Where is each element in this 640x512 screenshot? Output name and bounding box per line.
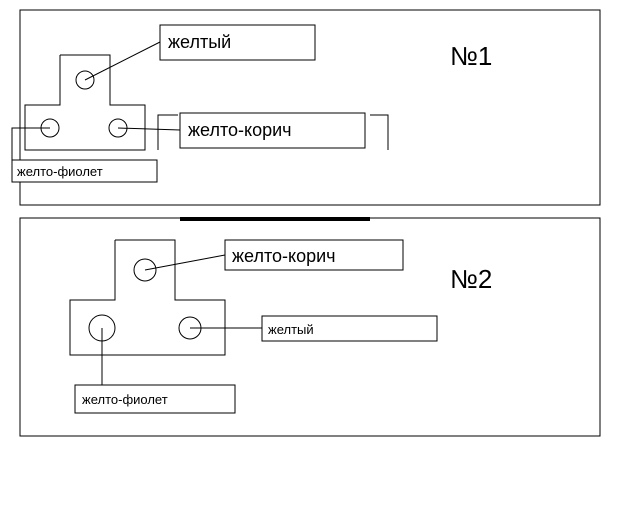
lead-line xyxy=(145,255,225,270)
bracket xyxy=(370,115,388,150)
panel-title: №2 xyxy=(450,264,492,294)
diagram-canvas: №1 желтый желто-корич желто-фиолет №2 желто-к… xyxy=(0,0,640,512)
lead-line xyxy=(12,128,50,160)
label-text: желтый xyxy=(168,32,231,52)
label-text: желто-фиолет xyxy=(17,164,103,179)
bracket xyxy=(158,115,178,150)
label-text: желто-корич xyxy=(232,246,336,266)
panel-1: №1 желтый желто-корич желто-фиолет xyxy=(12,10,600,205)
connector-outline xyxy=(25,55,145,150)
label-text: желто-корич xyxy=(188,120,292,140)
label-text: желтый xyxy=(268,322,314,337)
label-text: желто-фиолет xyxy=(82,392,168,407)
lead-line xyxy=(85,42,160,80)
panel-title: №1 xyxy=(450,41,492,71)
panel-2: №2 желто-корич желтый желто-фиолет xyxy=(20,218,600,436)
